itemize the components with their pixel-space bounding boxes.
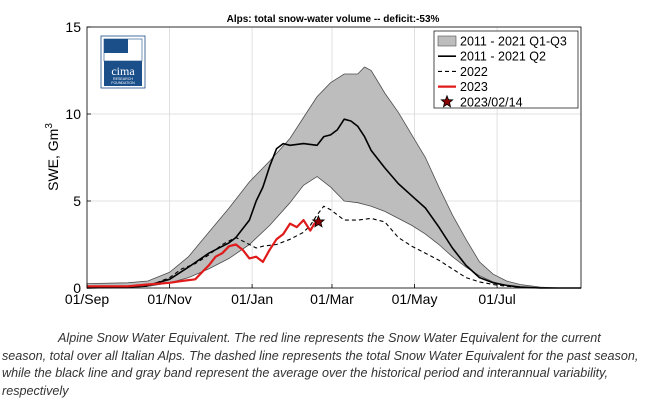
chart-title: Alps: total snow-water volume -- deficit… (227, 14, 440, 25)
figure-caption: Alpine Snow Water Equivalent. The red li… (2, 330, 643, 400)
series-line-2022 (86, 205, 581, 289)
legend-box (433, 30, 579, 109)
x-tick-label: 01/Jul (478, 291, 515, 307)
swe-chart: Alps: total snow-water volume -- deficit… (44, 14, 582, 307)
legend-entry-2022: 2022 (460, 65, 488, 79)
y-tick-label: 0 (73, 280, 81, 296)
legend-entry-q1-q3: 2011 - 2021 Q1-Q3 (460, 35, 567, 49)
logo-subtext-research: RESEARCH (113, 77, 133, 81)
marker-star (311, 214, 326, 228)
y-axis-label-superscript: 3 (44, 123, 55, 129)
legend-entry-2023: 2023 (460, 80, 488, 94)
x-tick-label: 01/Sep (65, 291, 110, 307)
logo-text: cima (111, 64, 135, 78)
plot-area: 0 5 10 15 01/Sep 01/Nov 01/Jan 01/Mar 01/May 01/J… (65, 19, 582, 307)
figure-caption-text: Alpine Snow Water Equivalent. The red li… (2, 331, 639, 398)
series-line-q2 (86, 118, 581, 289)
y-axis-label-text: SWE, Gm (45, 129, 61, 191)
y-axis-label: SWE, Gm3 (44, 123, 61, 191)
cima-logo: cima RESEARCH FOUNDATION (100, 35, 146, 89)
y-tick-label: 10 (65, 106, 81, 122)
legend-entry-marker: 2023/02/14 (460, 95, 523, 109)
legend-swatch-band (437, 35, 457, 47)
axes-frame (86, 26, 582, 289)
x-tick-label: 01/Nov (147, 291, 191, 307)
x-tick-label: 01/Jan (231, 291, 273, 307)
logo-subtext-foundation: FOUNDATION (111, 81, 135, 85)
series-line-2023 (87, 219, 319, 288)
y-tick-label: 5 (73, 193, 81, 209)
legend-swatch-star (440, 94, 454, 108)
x-tick-label: 01/Mar (310, 291, 354, 307)
legend-entry-q2: 2011 - 2021 Q2 (460, 50, 546, 64)
x-tick-label: 01/May (392, 291, 438, 307)
y-tick-label: 15 (65, 19, 81, 35)
